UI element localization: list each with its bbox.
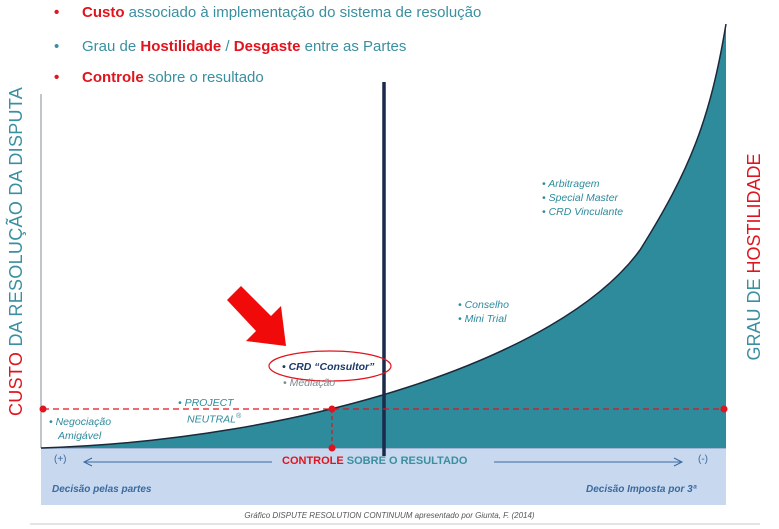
label-arbitragem-group: • Arbitragem • Special Master • CRD Vinc… — [542, 177, 623, 219]
label-project-neutral-line2: NEUTRAL — [187, 413, 237, 426]
source-caption: Gráfico DISPUTE RESOLUTION CONTINUUM apr… — [244, 511, 535, 520]
highlight-arrow-icon — [227, 286, 286, 346]
arrow-left-icon — [82, 457, 93, 467]
label-crd-vinculante: • CRD Vinculante — [542, 206, 624, 218]
guide-point-right — [720, 405, 728, 413]
label-acao-judicial: • Ação Judicial (Litígio) — [632, 67, 700, 95]
guide-point-left — [39, 405, 47, 413]
label-crd-consultor: • CRD “Consultor” — [282, 361, 375, 373]
bullet-dot: • — [54, 4, 60, 21]
registered-mark: ® — [236, 413, 242, 420]
band-title-text: SOBRE O RESULTADO — [343, 455, 468, 467]
guide-point-band — [328, 444, 336, 452]
band-plus: (+) — [54, 454, 67, 465]
bullet-controle-keyword: Controle — [82, 69, 144, 86]
bullet-custo-keyword: Custo — [82, 4, 125, 21]
band-title: CONTROLE SOBRE O RESULTADO — [282, 455, 467, 467]
bullet-hostilidade-keyword: Hostilidade — [140, 38, 222, 55]
bullet-hostilidade-slash: / — [221, 38, 234, 55]
label-mediacao: • Mediação — [283, 377, 336, 389]
label-project-neutral-line1: • PROJECT — [178, 397, 234, 409]
bullet-desgaste-keyword: Desgaste — [233, 38, 301, 55]
label-conselho: • Conselho — [458, 299, 509, 311]
label-negociacao-line1: • Negociação — [49, 416, 112, 428]
label-acao-judicial-line1: • Ação Judicial — [632, 68, 701, 80]
band-left-caption: Decisão pelas partes — [52, 484, 152, 495]
guide-point-curve — [328, 405, 336, 413]
band-right-caption: Decisão Imposta por 3ª — [586, 484, 697, 495]
hostility-curve-line — [40, 23, 727, 449]
bullet-controle: • Controle sobre o resultado — [54, 69, 264, 86]
bullet-custo: • Custo associado à implementação do sist… — [54, 4, 481, 21]
label-acao-judicial-line2: (Litígio) — [642, 82, 678, 94]
band-minus: (-) — [698, 454, 708, 465]
bullet-dot: • — [54, 38, 60, 55]
hostility-curve-area — [41, 24, 726, 448]
bullet-hostilidade: • Grau de Hostilidade / Desgaste entre as… — [54, 38, 406, 55]
bullet-hostilidade-tail: entre as Partes — [300, 38, 407, 55]
label-project-neutral: • PROJECT NEUTRAL® — [178, 396, 241, 427]
control-band — [41, 448, 726, 505]
arrow-right-icon — [673, 457, 684, 467]
label-mini-trial: • Mini Trial — [458, 313, 507, 325]
band-title-keyword: CONTROLE — [282, 455, 344, 467]
label-arbitragem: • Arbitragem — [542, 178, 600, 190]
bullet-controle-text: sobre o resultado — [143, 69, 264, 86]
label-special-master: • Special Master — [542, 192, 619, 204]
label-conselho-group: • Conselho • Mini Trial — [458, 298, 509, 326]
label-negociacao: • Negociação Amigável — [49, 415, 111, 443]
bullet-dot: • — [54, 69, 60, 86]
bullet-hostilidade-text: Grau de — [82, 38, 141, 55]
bullet-custo-text: associado à implementação do sistema de … — [124, 4, 482, 21]
label-negociacao-line2: Amigável — [58, 430, 102, 442]
crd-consultor-highlight — [268, 350, 392, 382]
